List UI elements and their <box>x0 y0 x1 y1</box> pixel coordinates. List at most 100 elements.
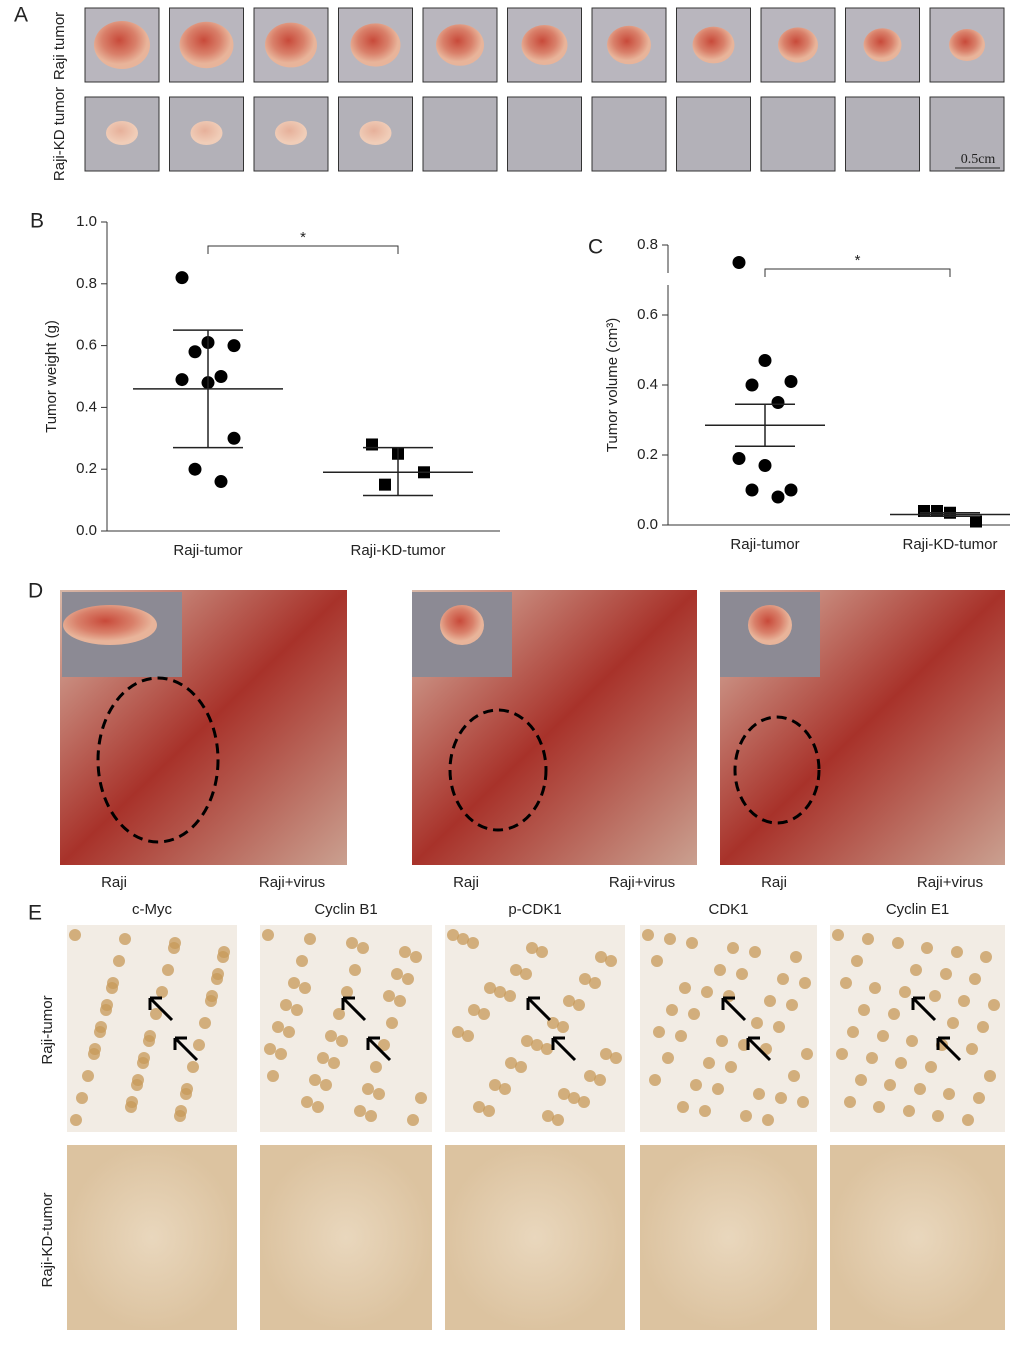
cell <box>402 973 414 985</box>
image-label: Raji <box>453 874 479 891</box>
cell <box>651 955 663 967</box>
cell <box>354 1105 366 1117</box>
cell <box>725 1061 737 1073</box>
tumor-photo <box>676 96 751 172</box>
y-tick-label: 0.0 <box>637 516 658 533</box>
cell <box>150 1008 162 1020</box>
image-label: Raji+virus <box>609 874 675 891</box>
tumor <box>190 121 223 145</box>
y-tick-label: 0.8 <box>637 236 658 253</box>
data-point <box>758 354 772 367</box>
cell <box>447 929 459 941</box>
tumor <box>265 22 317 68</box>
cell <box>199 1017 211 1029</box>
cell <box>877 1030 889 1042</box>
panel-label: A <box>14 4 28 27</box>
cell <box>212 968 224 980</box>
cell <box>666 1004 678 1016</box>
y-tick-label: 0.4 <box>76 398 97 415</box>
cell <box>317 1052 329 1064</box>
cell <box>977 1021 989 1033</box>
cell <box>169 937 181 949</box>
cell <box>584 1070 596 1082</box>
tumor <box>94 21 150 69</box>
cell <box>712 1083 724 1095</box>
y-tick-label: 0.6 <box>637 306 658 323</box>
cell <box>764 995 776 1007</box>
x-tick-label: Raji-tumor <box>730 536 799 553</box>
x-tick-label: Raji-KD-tumor <box>902 536 997 553</box>
cell <box>899 986 911 998</box>
cell <box>373 1088 385 1100</box>
data-point <box>784 483 798 497</box>
cell <box>415 1092 427 1104</box>
data-point <box>175 271 189 285</box>
cell <box>884 1079 896 1091</box>
cell <box>218 946 230 958</box>
cell <box>473 1101 485 1113</box>
cell <box>775 1092 787 1104</box>
cell <box>181 1083 193 1095</box>
tumor <box>949 29 985 61</box>
cell <box>526 942 538 954</box>
data-point <box>745 378 759 392</box>
data-point <box>771 396 785 409</box>
tumor <box>607 25 651 65</box>
ihc-photo <box>445 1145 625 1330</box>
cell <box>895 1057 907 1069</box>
tumor-photo <box>929 7 1005 83</box>
data-point <box>175 373 189 387</box>
ihc-photo <box>260 1145 432 1330</box>
cell <box>187 1061 199 1073</box>
cell <box>797 1096 809 1108</box>
cell <box>903 1105 915 1117</box>
cell <box>162 964 174 976</box>
cell <box>762 1114 774 1126</box>
data-point <box>771 490 785 504</box>
cell <box>391 968 403 980</box>
tumor-outline <box>448 708 548 832</box>
cell <box>940 968 952 980</box>
tumor <box>359 121 392 145</box>
cell <box>283 1026 295 1038</box>
cell <box>468 1004 480 1016</box>
cell <box>653 1026 665 1038</box>
cell <box>788 1070 800 1082</box>
cell <box>664 933 676 945</box>
cell <box>349 964 361 976</box>
cell <box>929 990 941 1002</box>
cell <box>301 1096 313 1108</box>
cell <box>777 973 789 985</box>
cell <box>862 933 874 945</box>
arrow <box>721 996 747 1022</box>
cell <box>328 1057 340 1069</box>
cell <box>378 1039 390 1051</box>
arrow <box>366 1036 392 1062</box>
cell <box>107 977 119 989</box>
cell <box>452 1026 464 1038</box>
arrow <box>341 996 367 1022</box>
arrow <box>551 1036 577 1062</box>
cell <box>175 1105 187 1117</box>
cell <box>714 964 726 976</box>
cell <box>309 1074 321 1086</box>
cell <box>984 1070 996 1082</box>
cell <box>542 1110 554 1122</box>
data-point <box>188 462 202 476</box>
cell <box>312 1101 324 1113</box>
data-point <box>188 345 202 359</box>
column-label: Cyclin B1 <box>314 901 377 918</box>
cell <box>365 1110 377 1122</box>
cell <box>866 1052 878 1064</box>
cell <box>370 1061 382 1073</box>
cell <box>536 946 548 958</box>
cell <box>95 1021 107 1033</box>
cell <box>70 1114 82 1126</box>
cell <box>594 1074 606 1086</box>
data-point <box>732 256 746 269</box>
cell <box>113 955 125 967</box>
cell <box>89 1043 101 1055</box>
cell <box>505 1057 517 1069</box>
cell <box>333 1008 345 1020</box>
